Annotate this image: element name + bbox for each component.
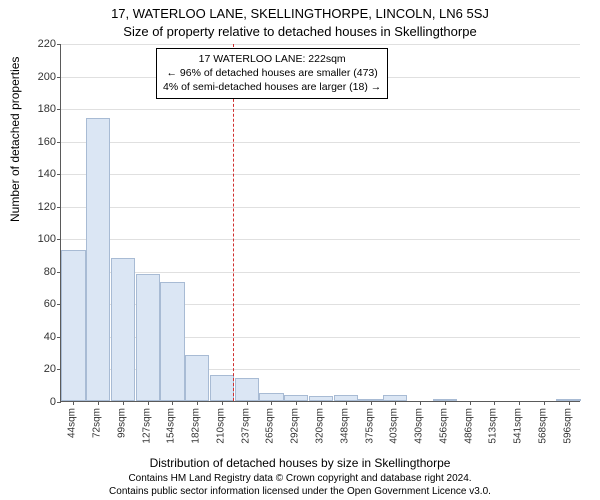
xtick-label: 99sqm <box>116 408 127 438</box>
histogram-bar <box>259 393 283 401</box>
xtick-mark <box>271 401 272 405</box>
ytick-label: 160 <box>26 136 56 148</box>
xtick-label: 154sqm <box>166 408 177 444</box>
title-address: 17, WATERLOO LANE, SKELLINGTHORPE, LINCO… <box>0 6 600 21</box>
xtick-label: 596sqm <box>562 408 573 444</box>
xtick-label: 456sqm <box>438 408 449 444</box>
gridline <box>61 239 580 240</box>
xtick-label: 237sqm <box>240 408 251 444</box>
attribution-line2: Contains public sector information licen… <box>0 485 600 498</box>
histogram-bar <box>86 118 110 401</box>
ytick-mark <box>57 142 61 143</box>
gridline <box>61 207 580 208</box>
xtick-label: 568sqm <box>537 408 548 444</box>
xtick-label: 265sqm <box>265 408 276 444</box>
xtick-label: 72sqm <box>92 408 103 438</box>
xtick-label: 430sqm <box>414 408 425 444</box>
xtick-mark <box>73 401 74 405</box>
xtick-label: 541sqm <box>513 408 524 444</box>
xtick-mark <box>296 401 297 405</box>
histogram-bar <box>235 378 259 401</box>
xtick-mark <box>346 401 347 405</box>
ytick-label: 60 <box>26 298 56 310</box>
xtick-label: 375sqm <box>364 408 375 444</box>
ytick-label: 140 <box>26 168 56 180</box>
xtick-label: 486sqm <box>463 408 474 444</box>
histogram-bar <box>111 258 135 401</box>
attribution-line1: Contains HM Land Registry data © Crown c… <box>0 472 600 485</box>
xtick-mark <box>197 401 198 405</box>
xtick-mark <box>544 401 545 405</box>
ytick-label: 0 <box>26 396 56 408</box>
xtick-label: 127sqm <box>141 408 152 444</box>
ytick-mark <box>57 77 61 78</box>
xtick-label: 44sqm <box>67 408 78 438</box>
gridline <box>61 272 580 273</box>
xtick-label: 513sqm <box>488 408 499 444</box>
xtick-mark <box>519 401 520 405</box>
ytick-label: 80 <box>26 266 56 278</box>
xtick-mark <box>494 401 495 405</box>
xtick-label: 182sqm <box>191 408 202 444</box>
xtick-mark <box>321 401 322 405</box>
xtick-label: 292sqm <box>290 408 301 444</box>
info-box-line: 17 WATERLOO LANE: 222sqm <box>163 52 381 66</box>
ytick-mark <box>57 207 61 208</box>
info-box-line: 4% of semi-detached houses are larger (1… <box>163 80 381 94</box>
xtick-label: 348sqm <box>339 408 350 444</box>
xtick-label: 320sqm <box>315 408 326 444</box>
ytick-label: 20 <box>26 363 56 375</box>
xtick-mark <box>569 401 570 405</box>
gridline <box>61 109 580 110</box>
xtick-mark <box>172 401 173 405</box>
xtick-mark <box>395 401 396 405</box>
ytick-label: 120 <box>26 201 56 213</box>
xtick-mark <box>123 401 124 405</box>
xtick-mark <box>148 401 149 405</box>
histogram-bar <box>185 355 209 401</box>
xtick-mark <box>98 401 99 405</box>
ytick-label: 100 <box>26 233 56 245</box>
histogram-plot: 17 WATERLOO LANE: 222sqm← 96% of detache… <box>60 44 580 402</box>
xtick-mark <box>420 401 421 405</box>
ytick-mark <box>57 174 61 175</box>
ytick-mark <box>57 44 61 45</box>
histogram-bar <box>210 375 234 401</box>
info-box-line: ← 96% of detached houses are smaller (47… <box>163 66 381 80</box>
gridline <box>61 142 580 143</box>
ytick-label: 220 <box>26 38 56 50</box>
histogram-bar <box>61 250 85 401</box>
xtick-label: 403sqm <box>389 408 400 444</box>
y-axis-label: Number of detached properties <box>8 57 22 222</box>
ytick-mark <box>57 402 61 403</box>
ytick-mark <box>57 239 61 240</box>
xtick-mark <box>445 401 446 405</box>
gridline <box>61 44 580 45</box>
xtick-mark <box>371 401 372 405</box>
ytick-mark <box>57 109 61 110</box>
ytick-label: 200 <box>26 71 56 83</box>
title-subtitle: Size of property relative to detached ho… <box>0 24 600 39</box>
histogram-bar <box>160 282 184 401</box>
x-axis-label: Distribution of detached houses by size … <box>0 456 600 470</box>
gridline <box>61 174 580 175</box>
ytick-label: 180 <box>26 103 56 115</box>
histogram-bar <box>136 274 160 401</box>
info-box: 17 WATERLOO LANE: 222sqm← 96% of detache… <box>156 48 388 99</box>
xtick-mark <box>222 401 223 405</box>
attribution-text: Contains HM Land Registry data © Crown c… <box>0 472 600 498</box>
xtick-mark <box>470 401 471 405</box>
ytick-label: 40 <box>26 331 56 343</box>
xtick-mark <box>247 401 248 405</box>
xtick-label: 210sqm <box>215 408 226 444</box>
